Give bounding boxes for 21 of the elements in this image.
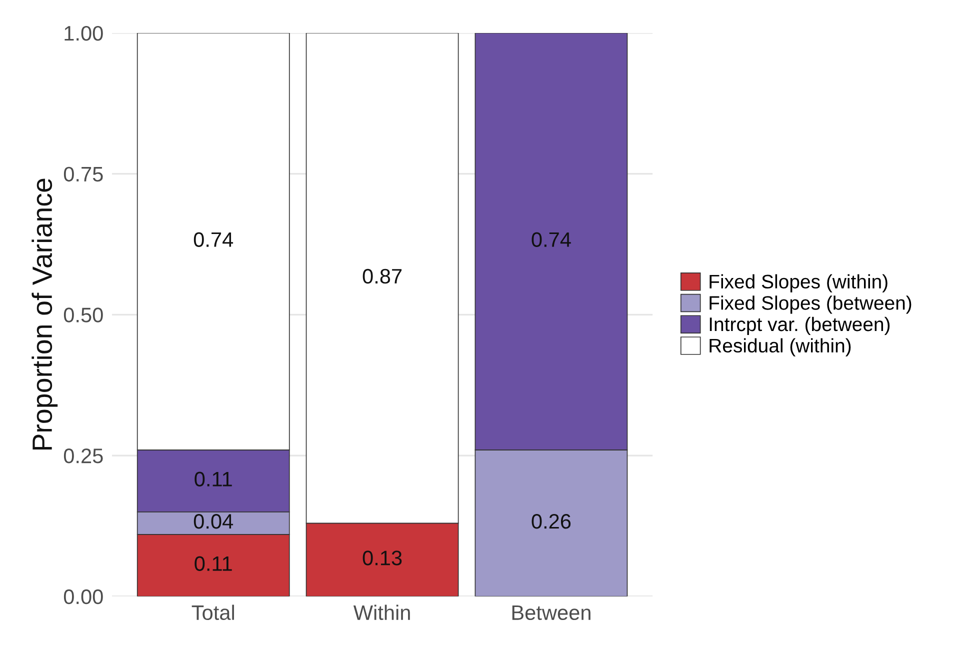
data-label: 0.11 [194,472,232,486]
x-tick-label: Between [512,605,590,620]
data-label: 0.13 [362,550,402,566]
y-axis-title: Proportion of Variance [32,178,58,450]
y-tick-label: 0.25 [64,448,103,464]
data-label: 0.74 [194,232,234,248]
data-label: 0.11 [194,556,232,571]
legend-label: Fixed Slopes (between) [710,296,912,314]
y-tick-label: 0.00 [64,589,103,604]
legend-label: Fixed Slopes (within) [710,274,888,292]
x-tick-label: Within [353,604,410,620]
y-tick-label: 0.75 [64,166,103,182]
y-tick-label: 1.00 [64,26,103,41]
data-label: 0.74 [532,232,571,248]
data-label: 0.87 [362,268,402,284]
legend-label: Intrcpt var. (between) [710,316,890,336]
data-label: 0.26 [532,514,571,529]
legend-label: Residual (within) [710,338,851,356]
data-label: 0.04 [194,514,234,529]
y-tick-label: 0.50 [64,308,103,322]
x-tick-label: Total [192,604,234,620]
